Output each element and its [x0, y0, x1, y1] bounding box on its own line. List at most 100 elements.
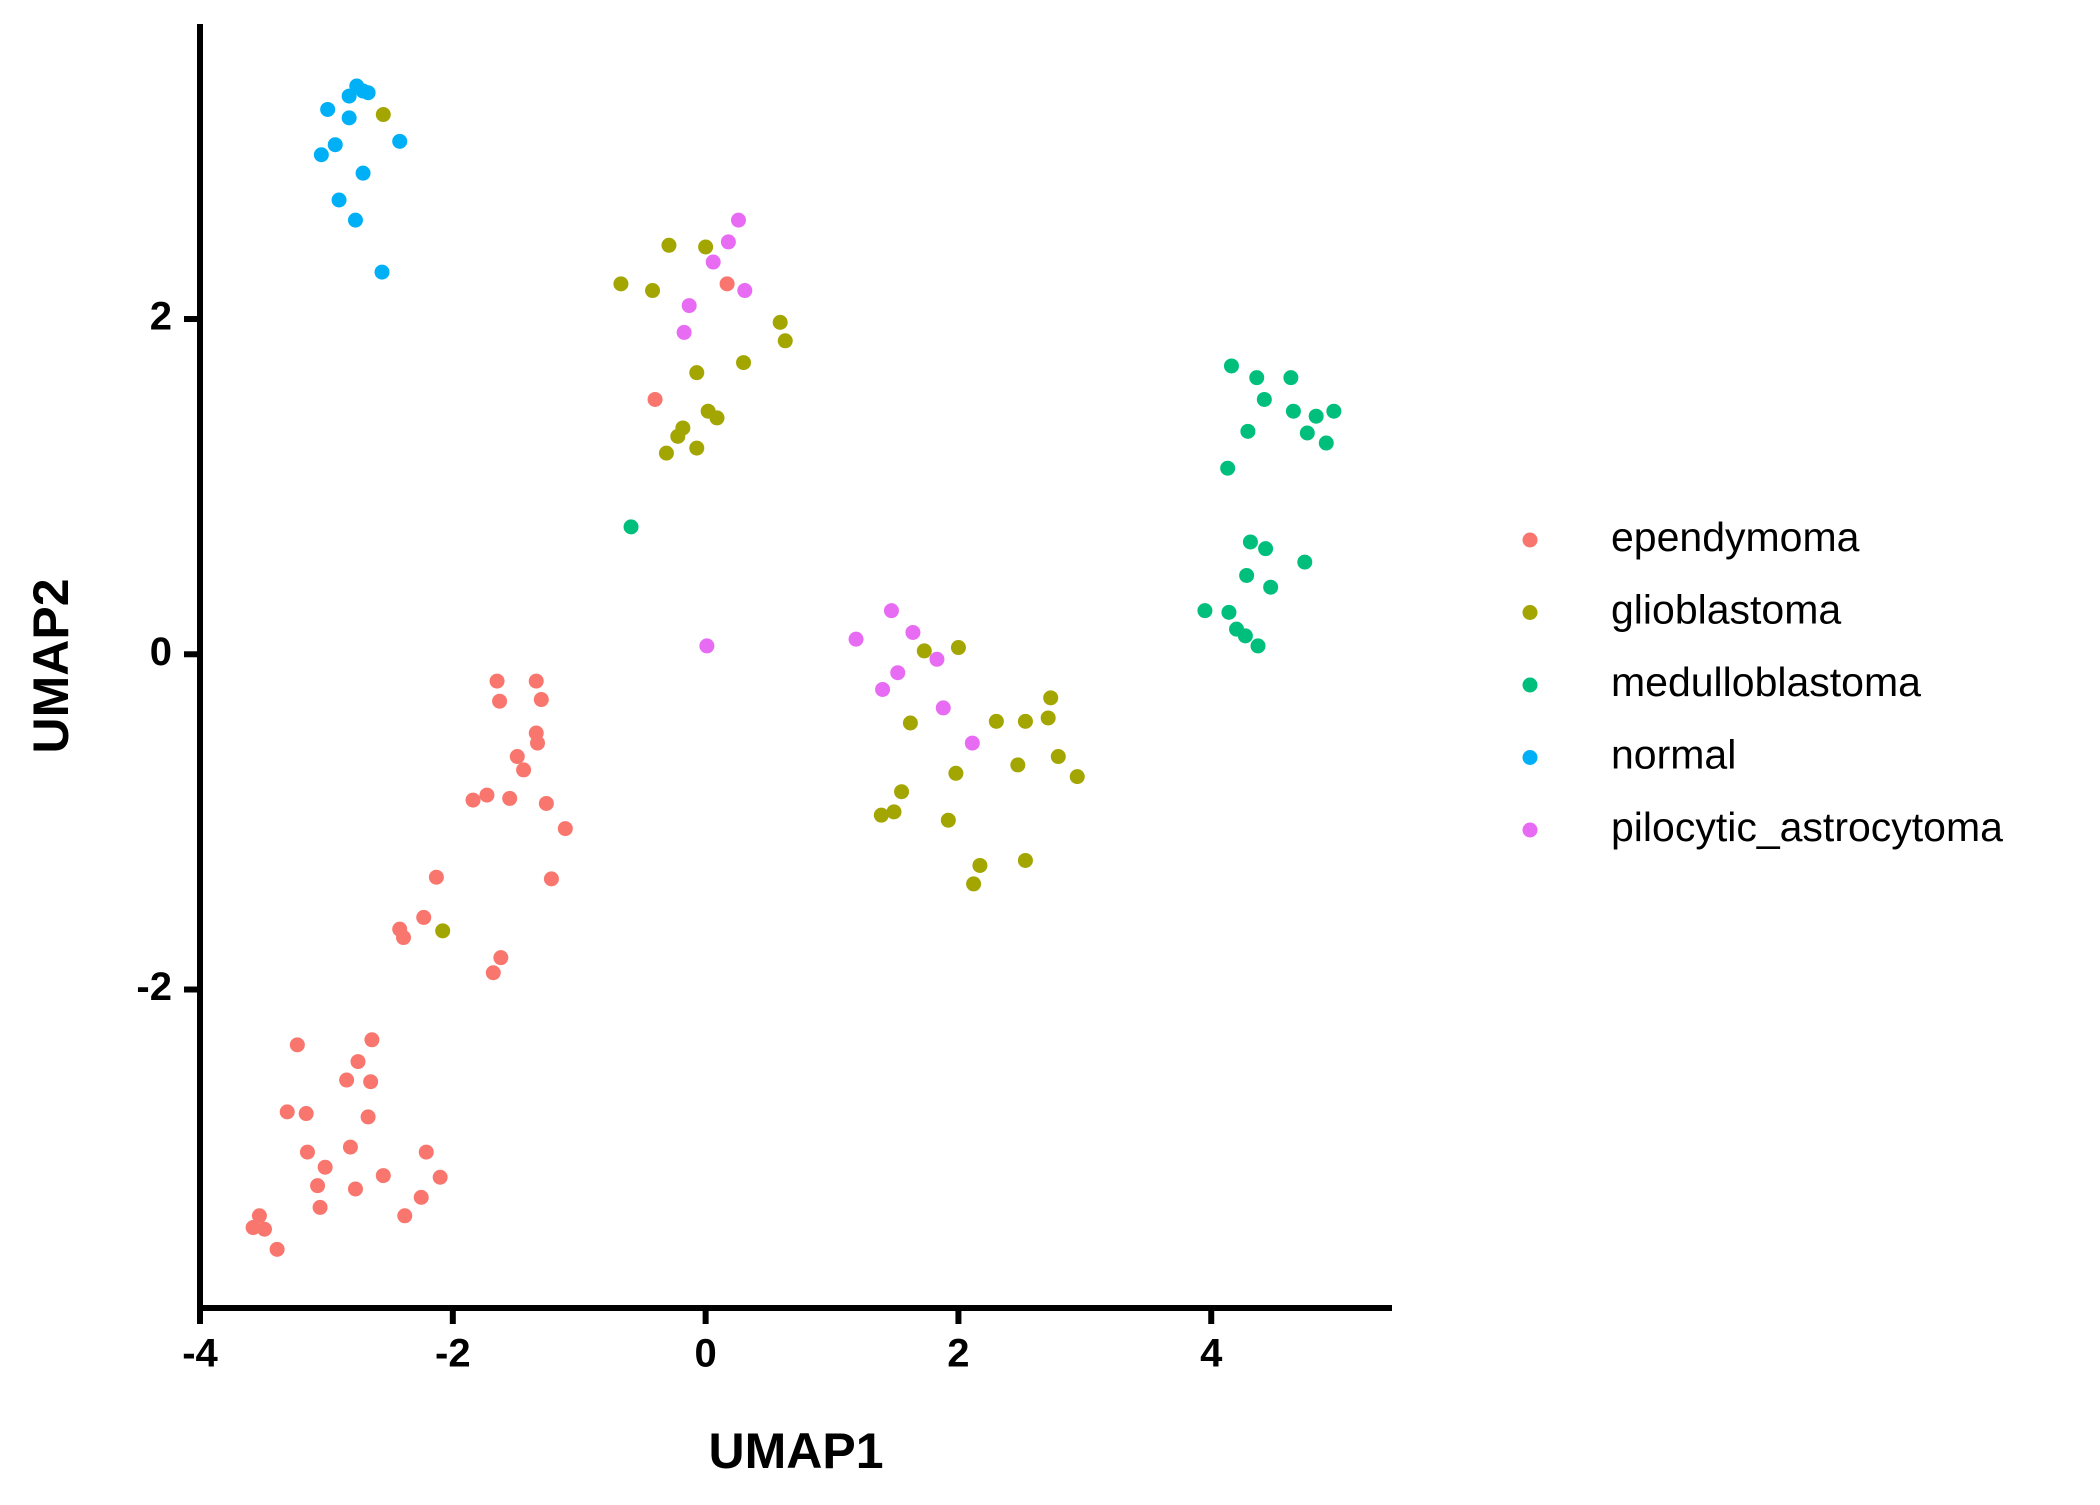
point	[396, 930, 412, 946]
point	[1242, 534, 1258, 550]
point	[1223, 358, 1239, 374]
point	[1285, 403, 1301, 419]
y-tick-label: 0	[150, 630, 172, 674]
point	[1017, 713, 1033, 729]
point	[310, 1178, 326, 1194]
point	[312, 1199, 328, 1215]
point	[1326, 403, 1342, 419]
point	[699, 638, 715, 654]
point	[269, 1241, 285, 1257]
point	[375, 1168, 391, 1184]
point	[1258, 541, 1274, 557]
point	[613, 276, 629, 292]
point	[848, 631, 864, 647]
point	[493, 950, 509, 966]
x-tick-label: 0	[694, 1332, 716, 1376]
point	[935, 700, 951, 716]
x-tick-label: -4	[182, 1332, 218, 1376]
point	[327, 137, 343, 153]
point	[950, 640, 966, 656]
y-axis-title: UMAP2	[23, 578, 79, 753]
point	[929, 651, 945, 667]
legend-label: medulloblastoma	[1611, 659, 1921, 705]
point	[465, 792, 481, 808]
point	[1220, 460, 1236, 476]
point	[375, 107, 391, 123]
point	[516, 762, 532, 778]
legend-marker	[1522, 532, 1538, 548]
point	[875, 681, 891, 697]
point	[1239, 567, 1255, 583]
point	[428, 869, 444, 885]
point	[709, 410, 725, 426]
point	[413, 1189, 429, 1205]
point	[331, 192, 347, 208]
point	[676, 324, 692, 340]
point	[736, 355, 752, 371]
point	[355, 83, 371, 99]
point	[364, 1032, 380, 1048]
point	[543, 871, 559, 887]
point	[256, 1221, 272, 1237]
point	[1237, 628, 1253, 644]
point	[886, 804, 902, 820]
legend-label: normal	[1611, 731, 1736, 777]
point	[720, 234, 736, 250]
x-tick-label: 4	[1200, 1332, 1223, 1376]
point	[661, 237, 677, 253]
point	[374, 264, 390, 280]
point	[1050, 749, 1066, 765]
point	[347, 1181, 363, 1197]
point	[719, 276, 735, 292]
point	[416, 909, 432, 925]
point	[890, 665, 906, 681]
point	[902, 715, 918, 731]
x-tick-label: -2	[435, 1332, 471, 1376]
point	[502, 790, 518, 806]
point	[298, 1106, 314, 1122]
point	[777, 333, 793, 349]
point	[705, 254, 721, 270]
point	[916, 643, 932, 659]
point	[1043, 690, 1059, 706]
point	[894, 784, 910, 800]
point	[948, 765, 964, 781]
legend-marker	[1522, 677, 1538, 693]
point	[538, 795, 554, 811]
point	[392, 133, 408, 149]
point	[341, 88, 357, 104]
point	[432, 1169, 448, 1185]
point	[964, 735, 980, 751]
point	[1197, 603, 1213, 619]
point	[940, 812, 956, 828]
legend-marker	[1522, 605, 1538, 620]
point	[1010, 757, 1026, 773]
point	[530, 735, 546, 751]
point	[299, 1144, 315, 1160]
point	[645, 283, 661, 299]
point	[1250, 638, 1266, 654]
legend-label: glioblastoma	[1611, 586, 1841, 632]
point	[883, 603, 899, 619]
point	[342, 1139, 358, 1155]
point	[1040, 710, 1056, 726]
point	[485, 965, 501, 981]
point	[689, 440, 705, 456]
point	[279, 1104, 295, 1120]
point	[988, 713, 1004, 729]
point	[681, 298, 697, 314]
point	[623, 519, 639, 535]
point	[1283, 370, 1299, 386]
point	[489, 673, 505, 689]
point	[1308, 408, 1324, 424]
point	[873, 807, 889, 823]
point	[1256, 391, 1272, 407]
point	[320, 101, 336, 117]
point	[730, 212, 746, 228]
point	[355, 165, 371, 181]
point	[658, 445, 674, 461]
legend-label: pilocytic_astrocytoma	[1611, 804, 2003, 850]
point	[317, 1159, 333, 1175]
point	[689, 365, 705, 381]
